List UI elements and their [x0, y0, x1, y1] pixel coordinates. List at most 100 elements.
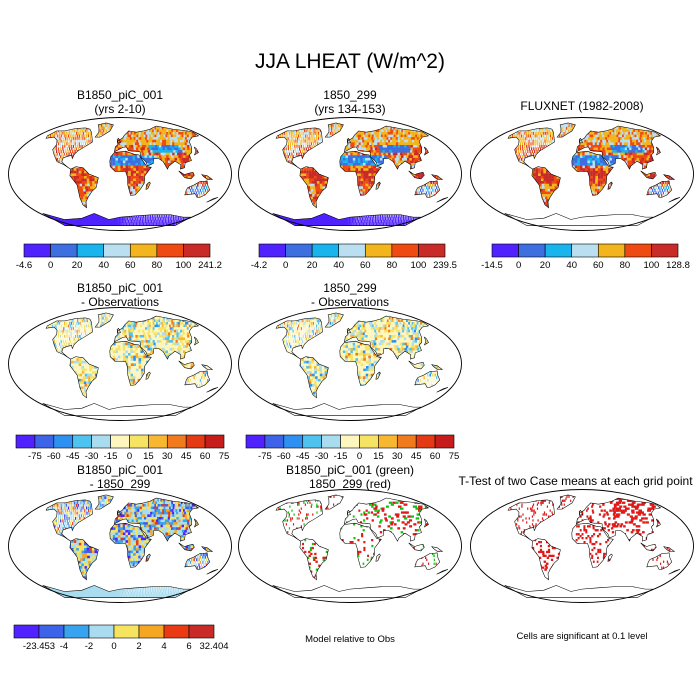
colorbar-swatch	[76, 243, 105, 258]
map-frame	[470, 489, 694, 603]
colorbar-swatch	[156, 243, 184, 258]
map-frame	[238, 307, 462, 421]
coastline-antarctica	[504, 585, 654, 598]
colorbar-swatch	[50, 243, 78, 258]
ocean	[8, 489, 232, 603]
colorbar-label: -45	[66, 451, 80, 462]
colorbar-label: 0	[283, 260, 288, 271]
coastline-antarctica	[42, 585, 192, 598]
coastline-newguinea	[201, 546, 214, 552]
colorbar-label: 30	[162, 451, 173, 462]
colorbar-label: -15	[104, 451, 118, 462]
coastline-africa	[109, 522, 152, 568]
colorbar-swatch	[258, 243, 286, 258]
colorbar-label: 60	[593, 260, 604, 271]
coastline-japan	[655, 146, 661, 156]
colorbar-b1850-minus-obs: -75 -60 -45 -30 -15 0 15 30 45 60 75	[15, 434, 229, 462]
colorbar-label: 0	[357, 451, 362, 462]
ocean	[238, 307, 462, 421]
colorbar-label: 0	[48, 260, 53, 271]
colorbar-b1850-minus-1850-299: -23.453 -4 -2 0 2 4 6 32.404	[13, 624, 229, 652]
coastline-indonesia	[408, 170, 425, 180]
colorbar-swatch	[418, 243, 446, 258]
coastline-madagascar	[145, 371, 151, 380]
colorbar-swatch	[311, 243, 340, 258]
colorbar-label: 100	[643, 260, 659, 271]
coastline-uk	[116, 137, 121, 144]
colorbar-label: 4	[161, 641, 166, 652]
colorbar-swatch	[166, 434, 187, 449]
map-fluxnet-abs	[470, 117, 694, 231]
coastline-japan	[423, 336, 429, 346]
coastline-greenland	[324, 312, 344, 328]
colorbar-swatch	[15, 434, 36, 449]
coastline-greenland	[94, 312, 114, 328]
colorbar-label: -30	[315, 451, 329, 462]
colorbar-swatch	[597, 243, 626, 258]
colorbar-label: 15	[373, 451, 384, 462]
colorbar-label: 75	[219, 451, 230, 462]
coastline-northamerica	[507, 499, 555, 542]
map-green-red	[238, 489, 462, 603]
figure-title: JJA LHEAT (W/m^2)	[0, 50, 700, 74]
colorbar-label: -75	[28, 451, 42, 462]
colorbar-swatch	[13, 624, 40, 639]
colorbar-label: 75	[449, 451, 460, 462]
coastline-newguinea	[663, 546, 676, 552]
colorbar-label: -30	[85, 451, 99, 462]
colorbar-label: 239.5	[433, 260, 457, 271]
colorbar-label: -60	[277, 451, 291, 462]
map-frame	[470, 117, 694, 231]
colorbar-swatch	[53, 434, 74, 449]
colorbar-swatch	[113, 624, 140, 639]
colorbar-label: 32.404	[199, 641, 228, 652]
coastline-indonesia	[640, 542, 657, 552]
coastline-newguinea	[663, 174, 676, 180]
colorbar-b1850: -4.6 0 20 40 60 80 100 241.2	[16, 243, 222, 271]
colorbar-1850-299: -4.2 0 20 40 60 80 100 239.5	[251, 243, 457, 271]
colorbar-swatch	[129, 434, 149, 449]
coastline-newzealand	[436, 387, 449, 393]
colorbar-label: 30	[392, 451, 403, 462]
coastline-australia	[414, 370, 441, 388]
colorbar-swatch	[138, 624, 165, 639]
coastline-africa	[339, 522, 382, 568]
coastline-northamerica	[275, 127, 323, 170]
coastline-australia	[646, 552, 673, 570]
coastline-southamerica	[299, 538, 329, 581]
note-model-relative: Model relative to Obs	[235, 634, 465, 645]
coastline-newguinea	[431, 546, 444, 552]
map-frame	[8, 489, 232, 603]
coastline-newzealand	[206, 387, 219, 393]
coastline-southamerica	[69, 356, 99, 399]
colorbar-label: 128.8	[666, 260, 690, 271]
coastline-uk	[346, 137, 351, 144]
colorbar-label: -4.2	[251, 260, 267, 271]
coastline-uk	[578, 137, 583, 144]
coastline-africa	[571, 522, 614, 568]
map-frame	[8, 307, 232, 421]
coastline-madagascar	[145, 553, 151, 562]
ocean	[470, 117, 694, 231]
colorbar-label: 45	[411, 451, 422, 462]
colorbar-label: 0	[111, 641, 116, 652]
coastline-newzealand	[206, 569, 219, 575]
colorbar-label: -45	[296, 451, 310, 462]
coastline-newguinea	[201, 364, 214, 370]
colorbar-label: 80	[620, 260, 631, 271]
colorbar-swatch	[91, 434, 111, 449]
coastline-greenland	[324, 494, 344, 510]
colorbar-swatch	[245, 434, 266, 449]
colorbar-swatch	[129, 243, 158, 258]
colorbar-swatch	[283, 434, 304, 449]
coastline-greenland	[324, 122, 344, 138]
coastline-eurasia	[344, 315, 430, 360]
coastline-madagascar	[375, 371, 381, 380]
coastline-indonesia	[408, 542, 425, 552]
map-b1850-abs	[8, 117, 232, 231]
map-frame	[238, 117, 462, 231]
coastline-uk	[116, 327, 121, 334]
coastline-africa	[339, 340, 382, 386]
panel-title-fluxnet: FLUXNET (1982-2008)	[467, 99, 697, 113]
coastline-indonesia	[640, 170, 657, 180]
